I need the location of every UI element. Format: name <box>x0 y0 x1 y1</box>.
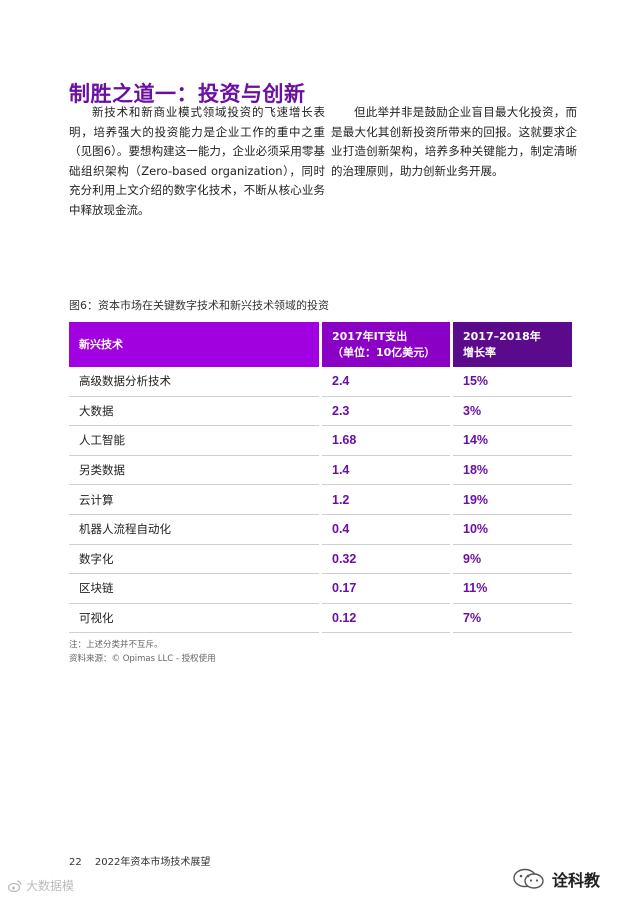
header-spend-line1: 2017年IT支出 <box>332 329 408 343</box>
tech-name: 数字化 <box>69 544 321 575</box>
tech-spend: 2.3 <box>319 396 452 427</box>
intro-paragraph-right: 但此举并非是鼓励企业盲目最大化投资，而是最大化其创新投资所带来的回报。这就要求企… <box>331 105 577 178</box>
table-row: 人工智能 1.68 14% <box>69 425 572 456</box>
weibo-icon <box>8 879 22 892</box>
tech-spend: 1.4 <box>319 455 452 486</box>
tech-name: 可视化 <box>69 603 321 634</box>
table-row: 区块链 0.17 11% <box>69 573 572 604</box>
table-row: 大数据 2.3 3% <box>69 396 572 427</box>
watermark-right-text: 诠科教 <box>552 871 601 890</box>
page-footer: 22 2022年资本市场技术展望 <box>69 853 210 868</box>
tech-growth: 11% <box>450 573 572 604</box>
tech-name: 区块链 <box>69 573 321 604</box>
watermark-right: 诠科教 <box>512 867 600 891</box>
figure-caption: 图6：资本市场在关键数字技术和新兴技术领域的投资 <box>69 299 329 312</box>
intro-paragraph-left: 新技术和新商业模式领域投资的飞速增长表明，培养强大的投资能力是企业工作的重中之重… <box>69 105 325 217</box>
tech-name: 机器人流程自动化 <box>69 514 321 545</box>
table-row: 云计算 1.2 19% <box>69 484 572 515</box>
tech-growth: 14% <box>450 425 572 456</box>
investment-table: 新兴技术 2017年IT支出 （单位：10亿美元） 2017–2018年 增长率… <box>69 322 572 634</box>
tech-spend: 0.4 <box>319 514 452 545</box>
table-row: 另类数据 1.4 18% <box>69 455 572 486</box>
tech-spend: 0.12 <box>319 603 452 634</box>
header-technology: 新兴技术 <box>69 322 321 367</box>
tech-name: 云计算 <box>69 484 321 515</box>
tech-name: 高级数据分析技术 <box>69 367 321 397</box>
tech-growth: 19% <box>450 484 572 515</box>
tech-spend: 2.4 <box>319 367 452 397</box>
tech-growth: 7% <box>450 603 572 634</box>
table-row: 高级数据分析技术 2.4 15% <box>69 367 572 397</box>
table-row: 数字化 0.32 9% <box>69 544 572 575</box>
table-source: 资料来源：© Opimas LLC - 授权使用 <box>69 654 216 664</box>
wechat-icon <box>513 868 544 889</box>
page-number: 22 <box>69 857 82 868</box>
header-growth-line2: 增长率 <box>463 345 496 359</box>
header-spend-line2: （单位：10亿美元） <box>332 345 436 359</box>
watermark-left: 大数据模 <box>8 877 74 894</box>
table-note: 注：上述分类并不互斥。 <box>69 640 163 650</box>
tech-growth: 3% <box>450 396 572 427</box>
document-title: 2022年资本市场技术展望 <box>94 857 211 868</box>
tech-growth: 18% <box>450 455 572 486</box>
tech-growth: 10% <box>450 514 572 545</box>
header-growth: 2017–2018年 增长率 <box>450 322 572 367</box>
header-growth-line1: 2017–2018年 <box>463 329 541 343</box>
tech-growth: 15% <box>450 367 572 397</box>
table-row: 可视化 0.12 7% <box>69 603 572 634</box>
watermark-left-text: 大数据模 <box>26 879 75 893</box>
table-header-row: 新兴技术 2017年IT支出 （单位：10亿美元） 2017–2018年 增长率 <box>69 322 572 367</box>
tech-growth: 9% <box>450 544 572 575</box>
section-title: 制胜之道一：投资与创新 <box>69 82 306 107</box>
tech-spend: 1.2 <box>319 484 452 515</box>
table-row: 机器人流程自动化 0.4 10% <box>69 514 572 545</box>
tech-name: 人工智能 <box>69 425 321 456</box>
tech-name: 大数据 <box>69 396 321 427</box>
header-spend: 2017年IT支出 （单位：10亿美元） <box>319 322 452 367</box>
tech-spend: 1.68 <box>319 425 452 456</box>
tech-spend: 0.17 <box>319 573 452 604</box>
tech-spend: 0.32 <box>319 544 452 575</box>
tech-name: 另类数据 <box>69 455 321 486</box>
